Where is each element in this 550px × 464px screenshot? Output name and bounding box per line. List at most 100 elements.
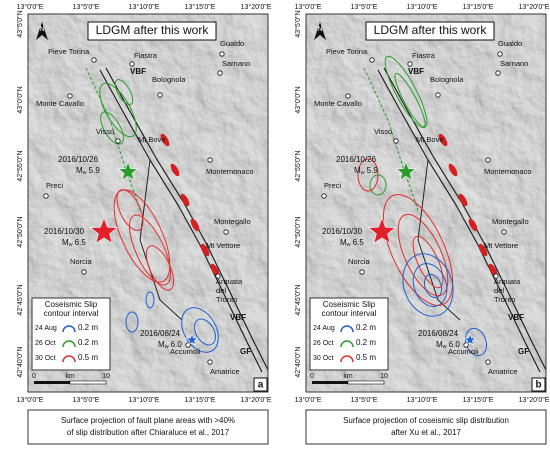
surface-rupture [468, 218, 478, 232]
slip-contour [394, 72, 426, 128]
lon-label-top: 13°20'0"E [241, 3, 272, 11]
slip-contour [125, 311, 139, 333]
slip-contour [194, 318, 216, 346]
place-label: Norcia [70, 257, 93, 266]
lon-label-top: 13°15'0"E [463, 3, 494, 11]
legend-swatch [340, 325, 354, 333]
panel-label-box [253, 377, 268, 392]
lon-label-top: 13°0'0"E [17, 3, 44, 11]
slip-contour [412, 263, 448, 307]
mag-symbol: M [62, 238, 69, 247]
fault-line [85, 67, 141, 211]
place-label: Accumoli [170, 347, 201, 356]
surface-rupture [478, 243, 488, 257]
slip-contour [100, 111, 124, 145]
place-label: Bolognola [430, 75, 464, 84]
lon-label-top: 13°20'0"E [519, 3, 550, 11]
place-dot [81, 269, 87, 275]
panel-label: b [535, 380, 541, 391]
place-dot [493, 273, 499, 279]
mag-subscript: w [164, 344, 169, 350]
legend-interval: 0.5 m [78, 353, 98, 362]
place-dot [219, 51, 225, 57]
legend-swatch [340, 340, 354, 348]
event-date: 2016/10/26 [336, 155, 377, 164]
scale-unit: km [343, 373, 353, 380]
legend-swatch [62, 325, 76, 333]
lon-label-top: 13°5'0"E [73, 3, 100, 11]
lat-label: 42°50'0"N [294, 216, 302, 247]
place-label: Fiastra [134, 51, 158, 60]
place-label: del [494, 286, 504, 295]
place-label: Gualdo [220, 39, 244, 48]
place-dot [223, 229, 229, 235]
lat-label: 42°50'0"N [16, 216, 24, 247]
scale-bar [69, 380, 107, 385]
mag-subscript: w [68, 242, 73, 248]
place-dot [157, 92, 163, 98]
legend-interval: 0.2 m [78, 338, 98, 347]
mag-value: 5.9 [89, 166, 101, 175]
lat-label: 43°5'0"N [16, 10, 24, 37]
lat-label: 42°55'0"N [294, 150, 302, 181]
epicenter-star [185, 333, 199, 346]
surface-rupture [180, 193, 190, 207]
place-label: Sarnano [222, 59, 250, 68]
fault-line [363, 67, 419, 211]
surface-rupture [448, 163, 458, 177]
fault-label: VBF [408, 67, 424, 76]
scale-end: 10 [102, 373, 110, 380]
scale-unit: km [65, 373, 75, 380]
event-magnitude: Mw 5.9 [76, 166, 100, 176]
map-title: LDGM after this work [374, 23, 488, 37]
legend-title: Coseismic Slip [323, 300, 376, 309]
place-label: Monte Cavallo [314, 99, 362, 108]
epicenter-star [367, 217, 397, 244]
mag-symbol: M [436, 340, 443, 349]
lon-label-top: 13°10'0"E [129, 3, 160, 11]
epicenter-star [463, 333, 477, 346]
surface-rupture [200, 243, 210, 257]
event-date: 2016/10/26 [58, 155, 99, 164]
surface-rupture [438, 133, 448, 147]
slip-contour [145, 245, 175, 291]
panel-label-box [531, 377, 546, 392]
event-magnitude: Mw 5.9 [354, 166, 378, 176]
place-label: Amatrice [210, 367, 240, 376]
place-label: Arquata [216, 277, 243, 286]
fault-label: GF [518, 347, 529, 356]
place-label: Pieve Torina [326, 47, 368, 56]
place-label: Monte Cavallo [36, 99, 84, 108]
place-label: Mt Vettore [484, 241, 518, 250]
mag-subscript: w [442, 344, 447, 350]
place-label: Montegallo [492, 217, 529, 226]
place-label: Mt Bove [416, 135, 444, 144]
north-label: N [39, 26, 44, 33]
lon-label-bottom: 13°10'0"E [129, 396, 160, 404]
slip-contour [116, 189, 144, 231]
lat-label: 43°0'0"N [294, 86, 302, 113]
surface-rupture [170, 163, 180, 177]
slip-contour [423, 273, 443, 299]
place-dot [43, 193, 49, 199]
place-label: Montemonaco [484, 167, 532, 176]
mag-symbol: M [354, 166, 361, 175]
place-dot [129, 61, 135, 67]
mag-value: 6.0 [449, 340, 461, 349]
place-dot [207, 359, 213, 365]
mag-value: 6.5 [353, 238, 365, 247]
title-box [87, 21, 217, 41]
north-arrow [36, 22, 48, 40]
place-label: Tronto [494, 295, 515, 304]
slip-contour [382, 194, 454, 306]
event-date: 2016/10/30 [44, 227, 85, 236]
surface-rupture [190, 218, 200, 232]
caption-line: of slip distribution after Chiaraluce et… [67, 428, 230, 437]
event-magnitude: Mw 6.5 [340, 238, 364, 248]
fault-label: VBF [508, 313, 524, 322]
lon-label-bottom: 13°15'0"E [185, 396, 216, 404]
place-label: Tronto [216, 295, 237, 304]
place-dot [215, 273, 221, 279]
map-title: LDGM after this work [96, 23, 210, 37]
slip-contour [145, 291, 155, 309]
